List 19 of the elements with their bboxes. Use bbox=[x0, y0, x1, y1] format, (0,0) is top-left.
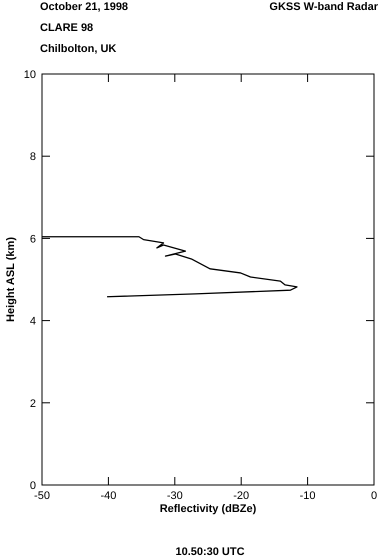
x-tick-label: -30 bbox=[166, 490, 183, 502]
x-tick-label: -20 bbox=[233, 490, 250, 502]
text: October 21, 1998 bbox=[40, 1, 128, 13]
y-tick-label: 8 bbox=[30, 151, 36, 164]
y-tick-label: 6 bbox=[30, 233, 36, 246]
text: 10.50:30 UTC bbox=[175, 546, 245, 558]
text: GKSS W-band Radar bbox=[269, 1, 379, 13]
x-axis-title: Reflectivity (dBZe) bbox=[160, 503, 257, 515]
y-axis-title: Height ASL (km) bbox=[5, 236, 17, 322]
x-tick-label: -40 bbox=[100, 490, 116, 502]
y-tick-label: 2 bbox=[30, 398, 36, 410]
x-tick-label: -10 bbox=[300, 490, 316, 502]
y-tick-label: 4 bbox=[30, 316, 36, 328]
x-tick-label: 0 bbox=[370, 490, 378, 502]
y-tick-label: 0 bbox=[30, 480, 36, 492]
x-tick-label: -50 bbox=[34, 490, 50, 502]
text: Chilbolton, UK bbox=[40, 43, 116, 55]
y-tick-label: 10 bbox=[24, 69, 36, 81]
text: CLARE 98 bbox=[40, 22, 94, 34]
